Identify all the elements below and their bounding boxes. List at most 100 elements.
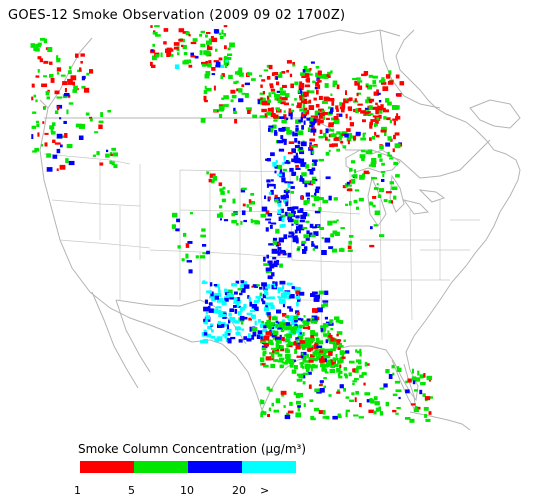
smoke-pixel bbox=[270, 127, 274, 133]
smoke-pixel bbox=[342, 145, 347, 149]
smoke-pixel bbox=[284, 161, 291, 164]
smoke-pixel bbox=[339, 132, 344, 138]
smoke-pixel bbox=[280, 208, 284, 214]
smoke-pixel bbox=[380, 129, 385, 132]
smoke-pixel bbox=[423, 373, 426, 378]
smoke-pixel bbox=[372, 106, 378, 110]
smoke-pixel bbox=[278, 237, 284, 243]
smoke-pixel bbox=[322, 416, 328, 419]
smoke-pixel bbox=[264, 291, 269, 296]
smoke-pixel bbox=[312, 351, 318, 356]
smoke-pixel bbox=[290, 109, 295, 113]
smoke-pixel bbox=[300, 116, 303, 120]
smoke-pixel bbox=[341, 356, 346, 359]
smoke-pixel bbox=[227, 57, 232, 60]
smoke-pixel bbox=[228, 74, 233, 79]
smoke-pixel bbox=[285, 291, 291, 296]
smoke-pixel bbox=[209, 282, 213, 287]
smoke-pixel bbox=[327, 330, 330, 336]
smoke-pixel bbox=[313, 297, 320, 302]
smoke-pixel bbox=[330, 233, 334, 238]
smoke-pixel bbox=[287, 306, 292, 309]
smoke-pixel bbox=[385, 142, 391, 147]
smoke-pixel bbox=[323, 73, 329, 79]
smoke-pixel bbox=[303, 120, 306, 125]
smoke-pixel bbox=[227, 53, 233, 56]
smoke-pixel bbox=[220, 74, 223, 80]
smoke-pixel bbox=[319, 380, 324, 383]
smoke-pixel bbox=[302, 110, 306, 114]
smoke-pixel bbox=[224, 63, 227, 68]
smoke-pixel bbox=[311, 315, 318, 321]
smoke-pixel bbox=[112, 152, 118, 157]
smoke-pixel bbox=[323, 377, 327, 380]
smoke-pixel bbox=[256, 334, 261, 339]
smoke-pixel bbox=[314, 210, 321, 214]
smoke-pixel bbox=[241, 187, 247, 191]
smoke-pixel bbox=[271, 272, 275, 277]
smoke-pixel bbox=[246, 312, 253, 315]
smoke-pixel bbox=[324, 371, 329, 374]
smoke-pixel bbox=[299, 324, 305, 327]
smoke-pixel bbox=[273, 347, 278, 350]
smoke-pixel bbox=[85, 112, 90, 116]
smoke-pixel bbox=[263, 256, 266, 262]
smoke-pixel bbox=[260, 411, 267, 415]
smoke-pixel bbox=[89, 116, 93, 119]
smoke-pixel bbox=[262, 293, 266, 299]
smoke-pixel bbox=[279, 249, 286, 253]
smoke-pixel bbox=[386, 117, 391, 121]
smoke-pixel bbox=[270, 306, 275, 309]
smoke-pixel bbox=[277, 246, 282, 251]
smoke-pixel bbox=[205, 34, 208, 38]
smoke-pixel bbox=[296, 301, 299, 307]
smoke-pixel bbox=[372, 75, 378, 79]
smoke-pixel bbox=[72, 89, 78, 93]
smoke-pixel bbox=[261, 345, 268, 349]
smoke-pixel bbox=[345, 350, 350, 354]
smoke-pixel bbox=[374, 132, 377, 136]
smoke-pixel bbox=[203, 89, 208, 95]
smoke-pixel bbox=[342, 185, 347, 189]
smoke-pixel bbox=[80, 53, 85, 57]
smoke-pixel bbox=[250, 310, 256, 313]
smoke-pixel bbox=[269, 296, 275, 299]
smoke-pixel bbox=[296, 373, 303, 377]
smoke-pixel bbox=[274, 199, 277, 203]
smoke-pixel bbox=[302, 365, 305, 369]
smoke-pixel bbox=[214, 295, 219, 300]
smoke-pixel bbox=[208, 60, 212, 64]
smoke-pixel bbox=[388, 374, 393, 379]
smoke-pixel bbox=[274, 130, 277, 133]
smoke-pixel bbox=[292, 62, 295, 65]
smoke-pixel bbox=[291, 103, 294, 106]
smoke-pixel bbox=[60, 144, 63, 148]
smoke-pixel bbox=[398, 396, 401, 400]
smoke-pixel bbox=[277, 209, 282, 215]
smoke-pixel bbox=[271, 354, 275, 359]
smoke-pixel bbox=[322, 199, 329, 204]
smoke-pixel bbox=[185, 31, 190, 36]
smoke-pixel bbox=[43, 60, 49, 64]
smoke-pixel bbox=[243, 336, 248, 340]
smoke-pixel bbox=[259, 323, 266, 328]
smoke-pixel bbox=[46, 153, 51, 158]
smoke-pixel bbox=[328, 246, 334, 249]
smoke-pixel bbox=[50, 129, 54, 133]
smoke-pixel bbox=[287, 152, 293, 155]
smoke-pixel bbox=[260, 84, 263, 88]
smoke-pixel bbox=[324, 290, 329, 295]
smoke-pixel bbox=[229, 297, 235, 300]
smoke-pixel bbox=[305, 338, 311, 341]
smoke-pixel bbox=[288, 235, 292, 238]
smoke-pixel bbox=[307, 363, 311, 369]
smoke-pixel bbox=[367, 113, 374, 116]
smoke-pixel bbox=[279, 87, 284, 91]
smoke-pixel bbox=[320, 119, 324, 124]
smoke-pixel bbox=[214, 338, 219, 343]
smoke-pixel bbox=[254, 320, 257, 326]
smoke-pixel bbox=[310, 128, 317, 133]
smoke-pixel bbox=[205, 71, 211, 76]
smoke-pixel bbox=[185, 243, 190, 248]
smoke-pixel bbox=[250, 193, 255, 196]
